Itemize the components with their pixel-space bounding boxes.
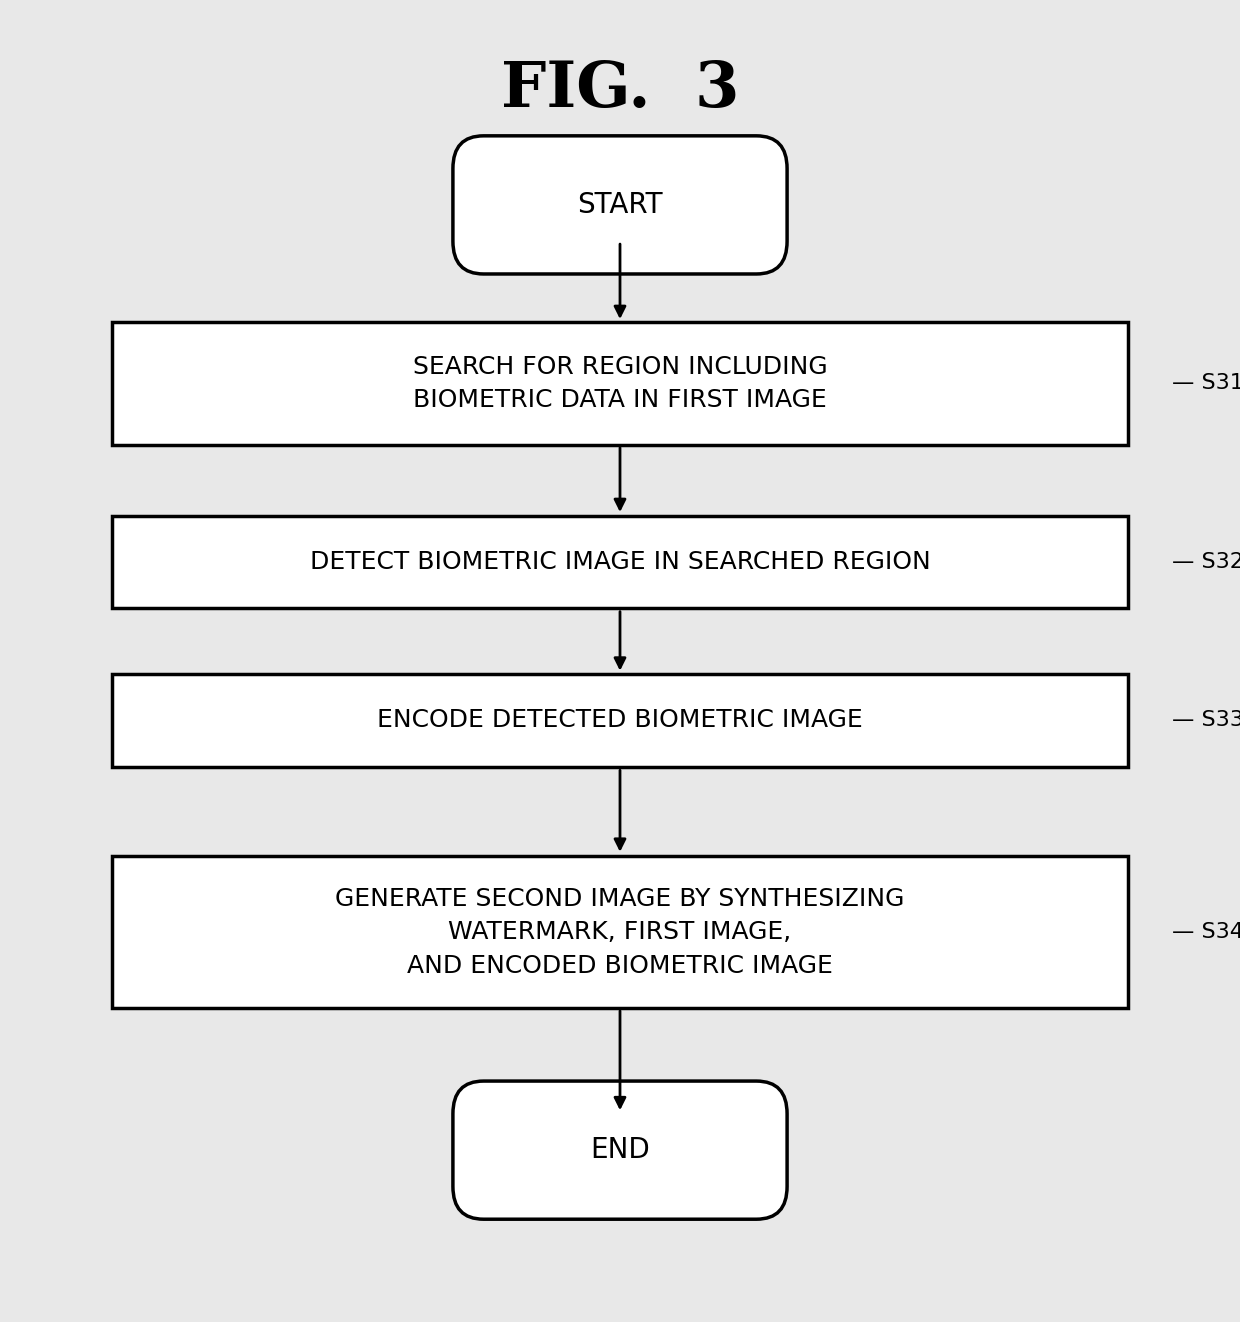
FancyBboxPatch shape: [112, 857, 1128, 1007]
Text: END: END: [590, 1136, 650, 1165]
FancyBboxPatch shape: [112, 674, 1128, 767]
Text: DETECT BIOMETRIC IMAGE IN SEARCHED REGION: DETECT BIOMETRIC IMAGE IN SEARCHED REGIO…: [310, 550, 930, 574]
Text: ENCODE DETECTED BIOMETRIC IMAGE: ENCODE DETECTED BIOMETRIC IMAGE: [377, 709, 863, 732]
FancyBboxPatch shape: [112, 323, 1128, 444]
FancyBboxPatch shape: [453, 1081, 787, 1219]
FancyBboxPatch shape: [453, 136, 787, 274]
Text: GENERATE SECOND IMAGE BY SYNTHESIZING
WATERMARK, FIRST IMAGE,
AND ENCODED BIOMET: GENERATE SECOND IMAGE BY SYNTHESIZING WA…: [335, 887, 905, 977]
Text: — S340: — S340: [1172, 921, 1240, 943]
Text: SEARCH FOR REGION INCLUDING
BIOMETRIC DATA IN FIRST IMAGE: SEARCH FOR REGION INCLUDING BIOMETRIC DA…: [413, 354, 827, 412]
Text: — S330: — S330: [1172, 710, 1240, 731]
Text: FIG.  3: FIG. 3: [501, 59, 739, 120]
FancyBboxPatch shape: [112, 516, 1128, 608]
Text: START: START: [578, 190, 662, 219]
Text: — S320: — S320: [1172, 551, 1240, 572]
Text: — S310: — S310: [1172, 373, 1240, 394]
